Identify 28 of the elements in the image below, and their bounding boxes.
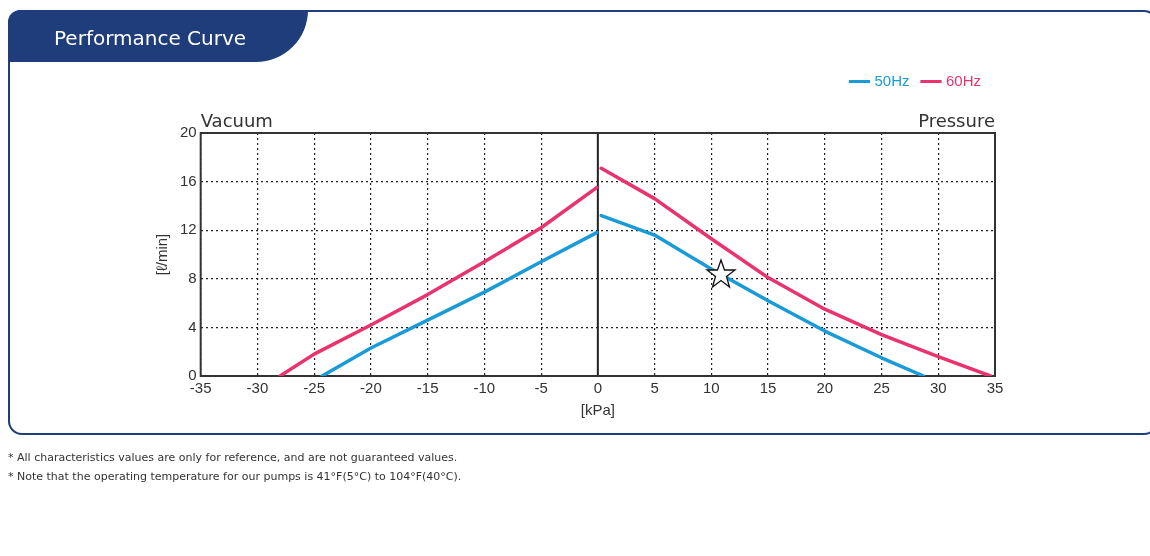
x-tick-label: 15 bbox=[759, 379, 777, 397]
text: Pressure bbox=[918, 109, 995, 131]
y-tick-label: 16 bbox=[180, 171, 197, 189]
y-axis-title: [ℓ/min] bbox=[153, 233, 171, 276]
x-tick-label: -15 bbox=[416, 379, 439, 397]
legend-label: 50Hz bbox=[874, 71, 910, 89]
x-tick-label: 5 bbox=[650, 379, 659, 397]
x-tick-label: -5 bbox=[534, 379, 548, 397]
x-tick-label: 10 bbox=[702, 379, 720, 397]
x-tick-label: 20 bbox=[816, 379, 834, 397]
x-tick-label: 0 bbox=[593, 379, 603, 397]
text: Vacuum bbox=[200, 109, 273, 131]
x-tick-label: -10 bbox=[473, 379, 496, 397]
x-axis-title: [kPa] bbox=[580, 401, 615, 419]
text: * Note that the operating temperature for our pumps is 41°F(5°C) to 104°F(40°C). bbox=[8, 469, 462, 485]
x-tick-label: -20 bbox=[360, 379, 382, 397]
chart-title: Performance Curve bbox=[8, 10, 308, 62]
y-tick-label: 8 bbox=[188, 268, 197, 286]
x-tick-label: -30 bbox=[246, 379, 269, 397]
text: * All characteristics values are only for reference, and are not guaranteed values. bbox=[8, 450, 459, 466]
x-tick-label: -25 bbox=[303, 379, 325, 397]
y-tick-label: 20 bbox=[180, 123, 197, 141]
y-tick-label: 4 bbox=[188, 317, 197, 335]
x-tick-label: 30 bbox=[929, 379, 947, 397]
legend-label: 60Hz bbox=[945, 71, 982, 89]
y-tick-label: 12 bbox=[180, 220, 197, 238]
x-tick-label: 35 bbox=[986, 379, 1004, 397]
x-tick-label: 25 bbox=[873, 379, 890, 397]
